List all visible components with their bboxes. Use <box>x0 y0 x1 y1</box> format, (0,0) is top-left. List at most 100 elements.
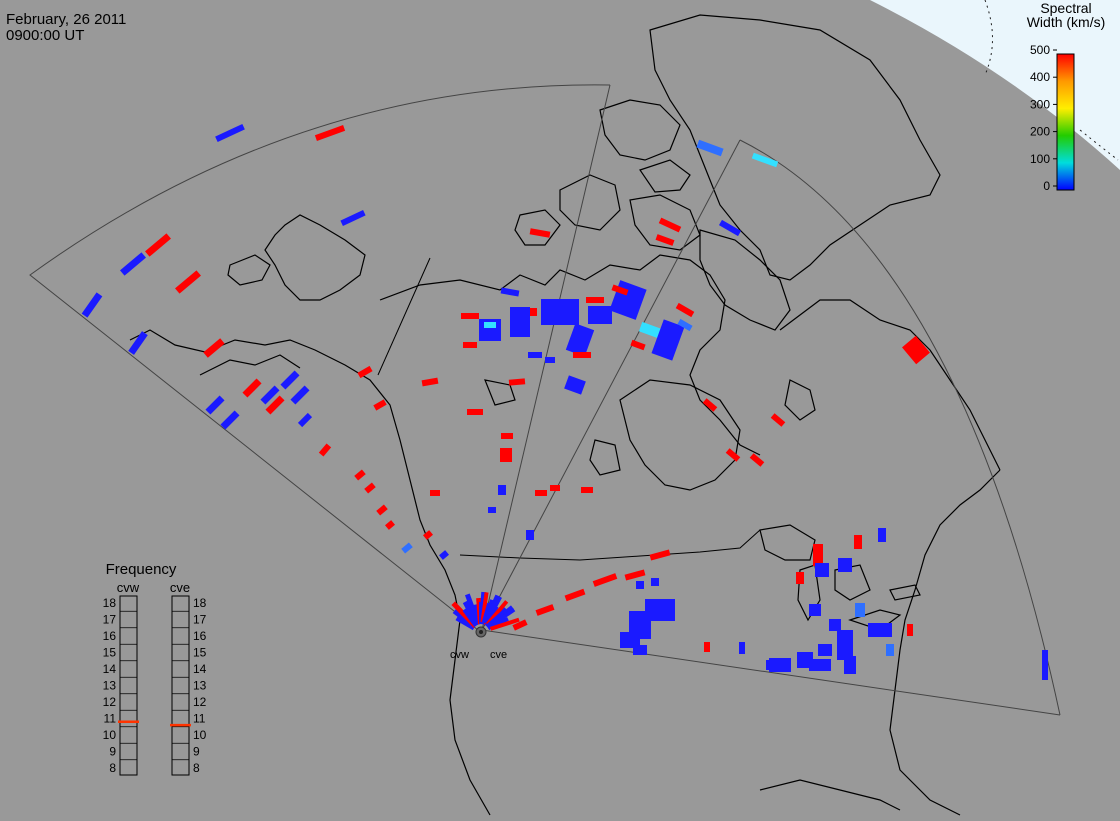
echo-cell <box>528 352 542 358</box>
alaska-border <box>377 257 431 376</box>
echo-cell <box>718 219 742 237</box>
echo-cell <box>651 578 659 586</box>
lake-superior <box>759 524 816 561</box>
echo-cell <box>564 588 586 602</box>
terminator-line <box>984 0 993 76</box>
alaska-north <box>264 214 366 301</box>
baffin-north <box>629 194 701 251</box>
echo-cell <box>769 658 791 672</box>
echo-cell <box>588 306 612 324</box>
echo-cell <box>854 535 862 549</box>
echo-cell <box>630 339 646 351</box>
echo-cell <box>203 338 225 358</box>
echo-cell <box>902 335 930 365</box>
echo-cell <box>677 318 693 332</box>
frequency-level-label: 11 <box>193 712 206 726</box>
gulf-coast <box>759 779 901 811</box>
echo-cell <box>564 375 586 395</box>
arctic-canada-coast <box>379 254 761 456</box>
frequency-col-east: cve <box>170 580 190 595</box>
echo-cell <box>636 581 644 589</box>
colorbar-tick-label: 500 <box>1030 43 1050 57</box>
frequency-level-label: 17 <box>193 613 207 627</box>
frequency-level-label: 9 <box>193 745 200 759</box>
echo-cell <box>838 558 852 572</box>
echo-cell <box>829 619 841 631</box>
frequency-level-label: 13 <box>193 679 207 693</box>
frequency-level-label: 8 <box>109 761 116 775</box>
lake-huron <box>834 564 871 601</box>
echo-cells <box>81 123 1048 680</box>
echo-cell <box>725 448 741 462</box>
frequency-col-west: cvw <box>117 580 140 595</box>
echo-cell <box>242 378 262 398</box>
echo-cell <box>809 659 831 671</box>
echo-cell <box>501 433 513 439</box>
echo-cell <box>565 323 595 357</box>
frequency-level-label: 15 <box>193 646 207 660</box>
frequency-level-label: 14 <box>193 662 207 676</box>
alaska-peninsula <box>199 354 301 376</box>
alaska-west <box>227 254 271 286</box>
echo-cell <box>467 409 483 415</box>
frequency-bar-cve <box>171 595 190 776</box>
colorbar-title-1: Spectral <box>1040 0 1091 16</box>
echo-cell <box>498 485 506 495</box>
frequency-level-label: 18 <box>193 596 207 610</box>
echo-cell <box>340 209 366 227</box>
echo-cell <box>508 378 526 386</box>
arctic-island-2 <box>559 174 621 231</box>
frequency-level-label: 8 <box>193 761 200 775</box>
echo-cell <box>675 302 695 318</box>
echo-cell <box>813 544 823 566</box>
date-label: February, 26 2011 <box>6 11 126 28</box>
echo-cell <box>649 549 671 561</box>
echo-cell <box>526 530 534 540</box>
frequency-level-label: 17 <box>103 613 117 627</box>
frequency-level-label: 11 <box>104 712 117 726</box>
near-range-beam <box>485 600 509 626</box>
echo-cell <box>1042 650 1048 680</box>
near-range-beam <box>480 592 489 623</box>
west-coast <box>449 619 491 816</box>
echo-cell <box>535 604 555 616</box>
echo-cell <box>573 352 591 358</box>
colorbar-gradient <box>1056 53 1075 191</box>
echo-cell <box>220 410 240 430</box>
echo-cell <box>145 233 171 257</box>
frequency-bar-cvw <box>119 595 138 776</box>
labrador-coast <box>779 299 1001 471</box>
echo-cell <box>770 413 786 427</box>
echo-cell <box>488 507 496 513</box>
echo-cell <box>837 630 853 660</box>
frequency-panel: 18 17 16 15 14 13 12 11 10 9 8 18 17 16 15 14 13 12 11 10 9 8 <box>103 595 207 776</box>
colorbar-tick-label: 300 <box>1030 97 1050 111</box>
echo-cell <box>535 490 547 496</box>
frequency-level-label: 14 <box>103 662 117 676</box>
hudson-bay <box>619 379 741 491</box>
echo-cell <box>376 504 388 516</box>
frequency-title: Frequency <box>106 561 177 578</box>
echo-cell <box>423 530 433 540</box>
frequency-level-label: 16 <box>103 629 117 643</box>
echo-cell <box>175 270 201 294</box>
echo-cell <box>844 656 856 674</box>
echo-cell <box>702 398 718 412</box>
echo-cell <box>500 287 520 297</box>
devon <box>639 159 691 193</box>
echo-cell <box>907 624 913 636</box>
echo-cell <box>512 619 528 631</box>
echo-cell <box>529 228 551 238</box>
near-range-beam <box>483 594 500 624</box>
fov-cve-left <box>481 139 741 631</box>
echo-cell <box>868 623 892 637</box>
echo-cell <box>696 139 724 157</box>
echo-cell <box>314 125 346 141</box>
echo-cell <box>645 599 675 621</box>
colorbar-tick-label: 400 <box>1030 70 1050 84</box>
lake-winnipeg <box>589 439 621 476</box>
frequency-level-label: 16 <box>193 629 207 643</box>
echo-cell <box>373 399 387 411</box>
